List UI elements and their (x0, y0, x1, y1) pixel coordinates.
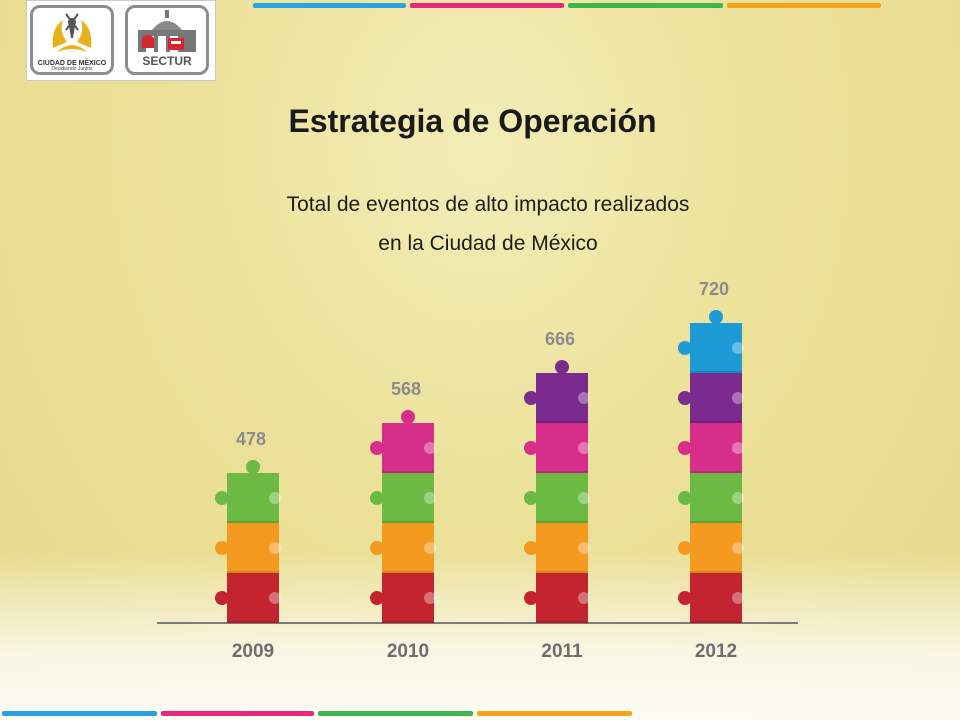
puzzle-piece (370, 523, 436, 573)
bottom-strip-pink (161, 711, 314, 716)
bottom-strip-orange (477, 711, 632, 716)
value-label-2011: 666 (545, 329, 575, 349)
bar-2011 (524, 360, 590, 623)
category-label-2009: 2009 (232, 641, 274, 662)
puzzle-piece (524, 360, 590, 423)
logo-panel: CIUDAD DE MÉXICO Decidiendo Juntos SECTU… (26, 0, 216, 81)
value-label-2010: 568 (391, 379, 421, 399)
subtitle-line-2: en la Ciudad de México (378, 232, 598, 255)
bars-group (215, 310, 744, 623)
puzzle-piece (524, 473, 590, 523)
puzzle-piece (678, 310, 744, 373)
puzzle-piece (678, 473, 744, 523)
bottom-strip-green (318, 711, 473, 716)
bottom-strip-blue (2, 711, 157, 716)
top-strip-green (568, 3, 723, 8)
bar-2009 (215, 460, 281, 623)
puzzle-piece (370, 573, 436, 623)
category-label-2012: 2012 (695, 641, 737, 662)
cdmx-logo: CIUDAD DE MÉXICO Decidiendo Juntos (30, 5, 114, 75)
top-strip-orange (727, 3, 881, 8)
puzzle-piece (678, 373, 744, 423)
sectur-logo: SECTUR (125, 5, 209, 75)
bar-2010 (370, 410, 436, 623)
top-strip-pink (410, 3, 564, 8)
sectur-logo-name: SECTUR (142, 54, 192, 68)
labels-group: 478 2009 568 2010 666 2011 720 2012 (232, 279, 737, 662)
puzzle-piece (215, 460, 281, 523)
subtitle-line-1: Total de eventos de alto impacto realiza… (286, 193, 690, 216)
bar-2012 (678, 310, 744, 623)
puzzle-piece (678, 523, 744, 573)
puzzle-piece (215, 573, 281, 623)
category-label-2010: 2010 (387, 641, 429, 662)
puzzle-piece (370, 410, 436, 473)
cdmx-logo-name: CIUDAD DE MÉXICO (37, 60, 107, 67)
cdmx-logo-tagline: Decidiendo Juntos (51, 66, 93, 72)
value-label-2009: 478 (236, 429, 266, 449)
puzzle-piece (215, 523, 281, 573)
value-label-2012: 720 (699, 279, 729, 299)
cdmx-emblem-icon (52, 13, 92, 52)
category-label-2011: 2011 (541, 641, 583, 662)
puzzle-piece (370, 473, 436, 523)
background-glow (0, 550, 960, 720)
puzzle-piece (524, 523, 590, 573)
top-strip-blue (253, 3, 406, 8)
chart-subtitle: Total de eventos de alto impacto realiza… (0, 185, 960, 263)
puzzle-piece (524, 423, 590, 473)
puzzle-piece (524, 573, 590, 623)
sectur-building-icon (138, 10, 196, 52)
puzzle-piece (678, 423, 744, 473)
page-title: Estrategia de Operación (288, 103, 657, 139)
puzzle-piece (678, 573, 744, 623)
